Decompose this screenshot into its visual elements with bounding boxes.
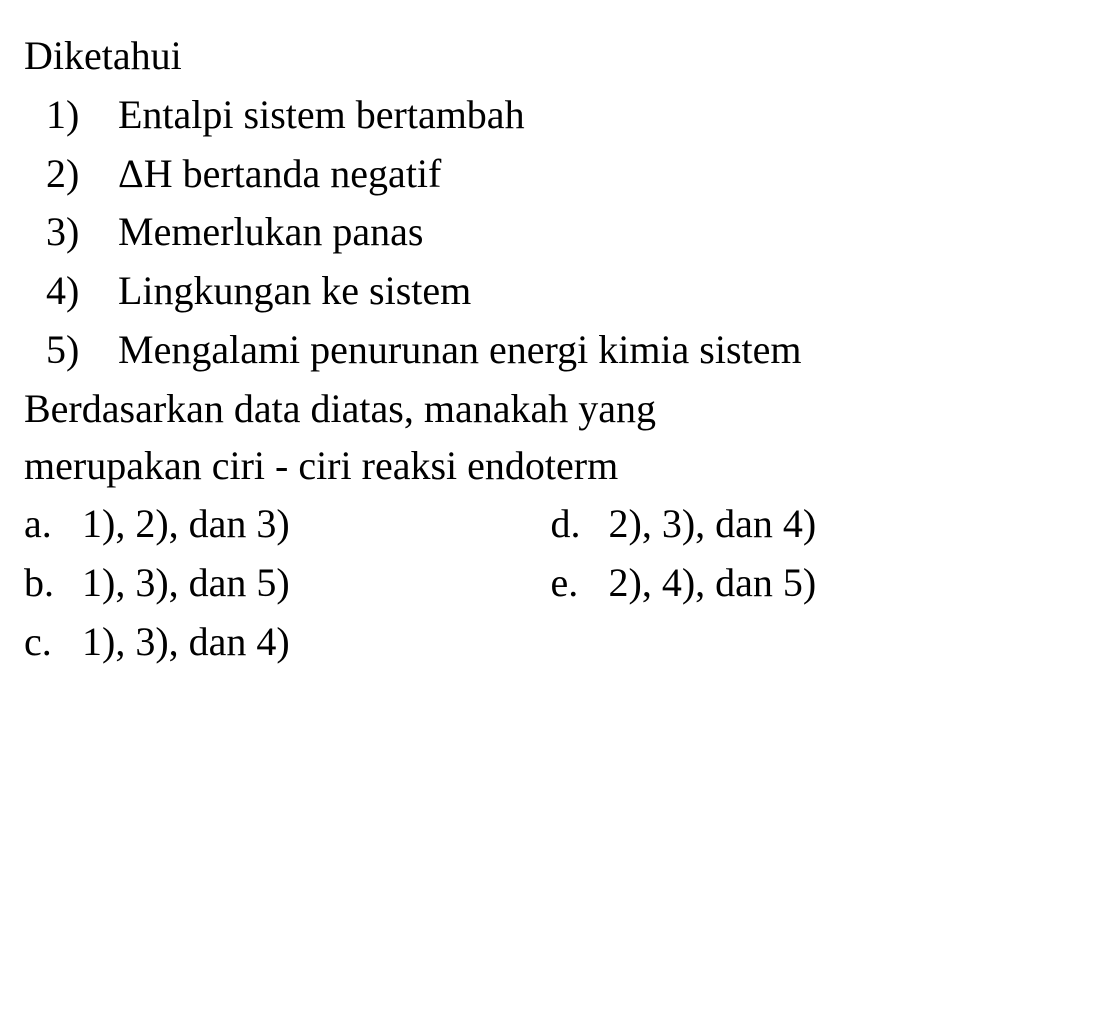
numbered-list: 1) Entalpi sistem bertambah 2) ΔH bertan… [24, 87, 1067, 379]
option-marker: b. [24, 555, 64, 612]
item-text: Memerlukan panas [100, 204, 1067, 261]
item-marker: 2) [46, 146, 100, 203]
option-a: a. 1), 2), dan 3) [24, 496, 541, 553]
item-text: ΔH bertanda negatif [100, 146, 1067, 203]
list-item: 1) Entalpi sistem bertambah [46, 87, 1067, 144]
option-marker: a. [24, 496, 64, 553]
item-marker: 3) [46, 204, 100, 261]
option-text: 1), 3), dan 5) [64, 555, 290, 612]
item-marker: 5) [46, 322, 100, 379]
option-marker: e. [551, 555, 591, 612]
question-line: Berdasarkan data diatas, manakah yang [24, 381, 1067, 438]
option-marker: d. [551, 496, 591, 553]
option-d: d. 2), 3), dan 4) [551, 496, 1068, 553]
list-item: 3) Memerlukan panas [46, 204, 1067, 261]
option-text: 1), 3), dan 4) [64, 614, 290, 671]
item-text: Entalpi sistem bertambah [100, 87, 1067, 144]
header-text: Diketahui [24, 28, 1067, 85]
option-e: e. 2), 4), dan 5) [551, 555, 1068, 612]
option-text: 2), 3), dan 4) [591, 496, 817, 553]
option-marker: c. [24, 614, 64, 671]
item-text: Mengalami penurunan energi kimia sistem [100, 322, 1067, 379]
option-text: 1), 2), dan 3) [64, 496, 290, 553]
item-text: Lingkungan ke sistem [100, 263, 1067, 320]
item-marker: 4) [46, 263, 100, 320]
list-item: 4) Lingkungan ke sistem [46, 263, 1067, 320]
list-item: 2) ΔH bertanda negatif [46, 146, 1067, 203]
option-text: 2), 4), dan 5) [591, 555, 817, 612]
question-text: Berdasarkan data diatas, manakah yang me… [24, 381, 1067, 495]
options-grid: a. 1), 2), dan 3) d. 2), 3), dan 4) b. 1… [24, 496, 1067, 672]
option-b: b. 1), 3), dan 5) [24, 555, 541, 612]
question-line: merupakan ciri - ciri reaksi endoterm [24, 438, 1067, 495]
item-marker: 1) [46, 87, 100, 144]
list-item: 5) Mengalami penurunan energi kimia sist… [46, 322, 1067, 379]
option-c: c. 1), 3), dan 4) [24, 614, 541, 671]
